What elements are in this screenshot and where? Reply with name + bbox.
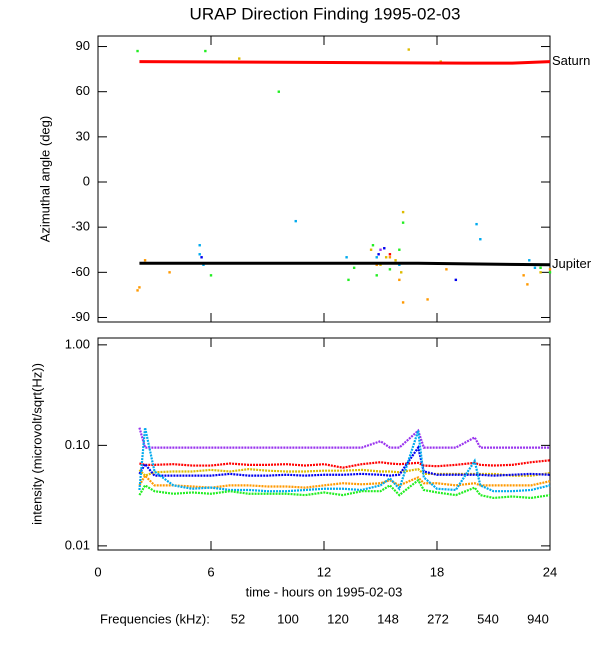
scatter-point xyxy=(388,256,392,259)
x-tick-label: 12 xyxy=(317,564,331,579)
scatter-point xyxy=(143,259,147,262)
series-line xyxy=(138,473,551,489)
scatter-point xyxy=(379,248,382,251)
scatter-point xyxy=(345,256,348,259)
scatter-point xyxy=(479,238,482,241)
scatter-point xyxy=(454,278,458,282)
reference-line xyxy=(139,261,551,267)
scatter-point xyxy=(202,263,205,266)
scatter-point xyxy=(136,49,139,53)
scatter-point xyxy=(533,266,537,270)
legend-entry: 52 xyxy=(231,611,245,626)
legend-entry: 148 xyxy=(377,611,399,626)
scatter-point xyxy=(548,268,552,271)
scatter-point xyxy=(539,266,542,270)
scatter-point xyxy=(377,253,380,256)
scatter-point xyxy=(401,301,405,304)
y-tick-label: -60 xyxy=(71,264,90,279)
scatter-point xyxy=(445,268,448,271)
scatter-point xyxy=(401,210,405,214)
y-tick-label: 30 xyxy=(76,128,90,143)
scatter-point xyxy=(388,268,392,271)
x-tick-label: 0 xyxy=(94,564,101,579)
scatter-point xyxy=(238,57,241,60)
scatter-point xyxy=(548,271,552,274)
scatter-point xyxy=(347,278,350,282)
scatter-point xyxy=(475,222,478,226)
plot-frame xyxy=(97,337,551,551)
y-tick-label: -30 xyxy=(71,219,90,234)
scatter-point xyxy=(379,263,382,266)
scatter-point xyxy=(168,271,171,274)
scatter-point xyxy=(198,253,201,256)
chart-title: URAP Direction Finding 1995-02-03 xyxy=(190,4,461,23)
scatter-point xyxy=(407,48,410,51)
y-tick-label: 90 xyxy=(76,38,90,53)
scatter-point xyxy=(136,289,139,292)
series-line xyxy=(138,444,551,477)
scatter-point xyxy=(352,266,356,270)
scatter-point xyxy=(198,244,201,247)
scatter-point xyxy=(539,271,542,274)
x-tick-label: 6 xyxy=(207,564,214,579)
scatter-point xyxy=(375,263,378,266)
scatter-point xyxy=(400,271,403,274)
y-tick-label: 60 xyxy=(76,83,90,98)
scatter-point xyxy=(375,274,378,277)
x-tick-label: 18 xyxy=(430,564,444,579)
legend-title: Frequencies (kHz): xyxy=(100,611,210,626)
scatter-point xyxy=(398,263,401,266)
y-tick-label: 0.01 xyxy=(65,537,90,552)
scatter-point xyxy=(209,274,213,277)
reference-line xyxy=(139,60,551,65)
x-axis-label: time - hours on 1995-02-03 xyxy=(246,584,403,599)
y-tick-label: 0 xyxy=(83,173,90,188)
scatter-point xyxy=(277,90,280,93)
scatter-point xyxy=(394,259,397,262)
legend-entry: 120 xyxy=(327,611,349,626)
scatter-point xyxy=(200,256,203,259)
scatter-point xyxy=(371,244,375,247)
scatter-point xyxy=(388,253,392,256)
scatter-point xyxy=(401,221,405,224)
scatter-point xyxy=(383,247,386,250)
x-tick-label: 24 xyxy=(543,564,557,579)
plot-frame xyxy=(97,35,551,323)
series-line xyxy=(138,478,551,500)
scatter-point xyxy=(426,298,429,301)
y-tick-label: -90 xyxy=(71,309,90,324)
scatter-point xyxy=(398,278,401,282)
line-label: Jupiter xyxy=(552,256,592,271)
scatter-point xyxy=(384,256,388,259)
scatter-point xyxy=(138,286,141,289)
y-tick-label: 0.10 xyxy=(65,437,90,452)
y-axis-label: intensity (microvolt/sqrt(Hz)) xyxy=(29,363,44,525)
legend-entry: 940 xyxy=(527,611,549,626)
y-axis-label: Azimuthal angle (deg) xyxy=(37,116,52,242)
series-line xyxy=(138,467,551,477)
scatter-point xyxy=(526,283,529,286)
scatter-point xyxy=(369,248,373,251)
series-line xyxy=(139,459,551,469)
scatter-point xyxy=(528,259,531,262)
legend-entry: 100 xyxy=(277,611,299,626)
scatter-point xyxy=(375,256,378,259)
line-label: Saturn xyxy=(552,53,590,68)
legend-entry: 272 xyxy=(427,611,449,626)
scatter-point xyxy=(522,274,525,277)
scatter-point xyxy=(294,219,297,223)
series-line xyxy=(138,427,551,493)
y-tick-label: 1.00 xyxy=(65,336,90,351)
legend-entry: 540 xyxy=(477,611,499,626)
scatter-point xyxy=(204,49,207,53)
scatter-point xyxy=(398,248,401,251)
series-line xyxy=(138,427,550,449)
